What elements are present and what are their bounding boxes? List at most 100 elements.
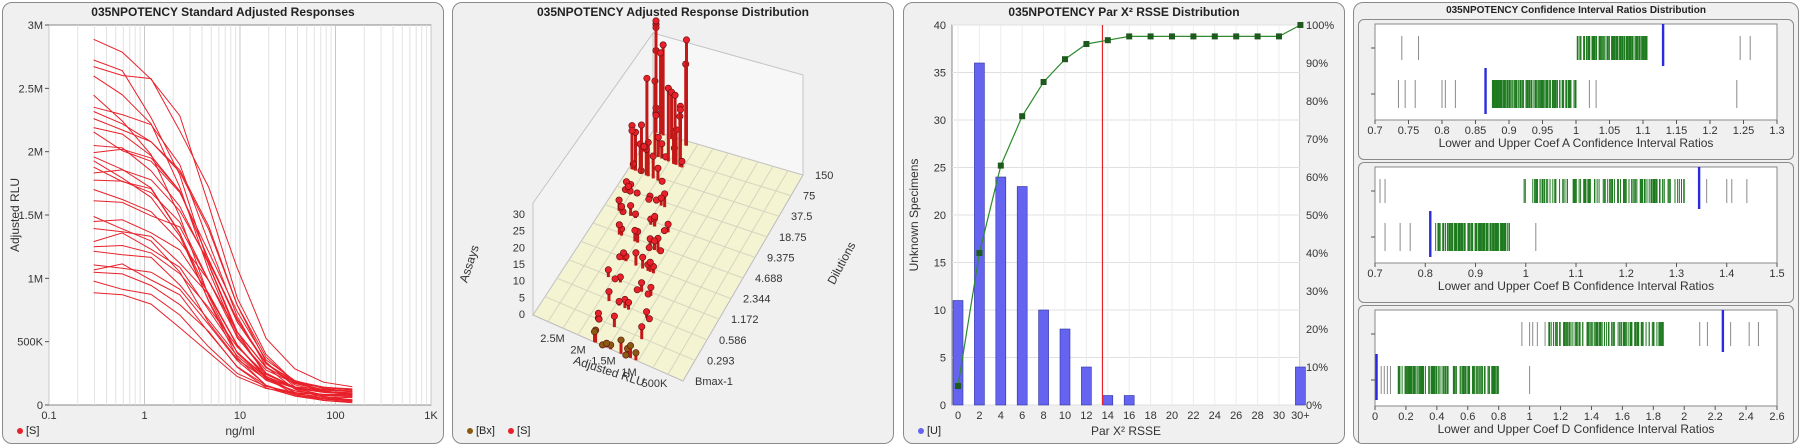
x-tick-label: 10 [1059, 410, 1071, 422]
x-tick-label: 22 [1187, 410, 1199, 422]
x-tick-label: 0 [955, 410, 961, 422]
series-line [93, 75, 353, 390]
data-point [605, 288, 613, 296]
y-tick-label: 1.5M [19, 210, 43, 222]
data-point [617, 336, 625, 344]
bar [1038, 309, 1049, 406]
y2-tick-label: 10% [1306, 362, 1328, 374]
strip-chart-a: 0.7 0.75 0.8 0.85 0.9 0.95 1 1.05 1.1 1.15 1.2 1.25… [1358, 19, 1794, 160]
y2-tick-label: 40% [1306, 248, 1328, 260]
x-tick-label: 0.8 [1418, 268, 1433, 280]
x-tick-label: 0.85 [1465, 125, 1486, 137]
y-tick-label: 25 [934, 163, 946, 175]
y-tick-label: 1M [28, 273, 43, 285]
x-tick-label: 1 [141, 410, 147, 422]
data-stem [633, 230, 637, 242]
data-point [633, 286, 641, 294]
x-tick-label: 1.5M [591, 356, 615, 368]
z-axis-label: Assays [457, 243, 482, 284]
legend-item: [U] [918, 425, 941, 437]
floor-gridline [622, 157, 744, 355]
x-tick-label: 8 [1041, 410, 1047, 422]
y-tick-label: 2.5M [19, 83, 43, 95]
cumulative-point [1233, 33, 1240, 40]
data-point [627, 202, 635, 210]
data-point [646, 258, 654, 266]
x-tick-label: 0.8 [1434, 125, 1449, 137]
floor-gridline [667, 170, 789, 375]
data-stem [648, 262, 652, 272]
x-tick-label: 0 [1372, 411, 1378, 423]
x-tick-label: 0.95 [1532, 125, 1553, 137]
y2-tick-label: 60% [1306, 172, 1328, 184]
data-point [611, 275, 619, 283]
cumulative-point [1297, 22, 1304, 28]
series-line [93, 66, 353, 388]
series-line [93, 38, 353, 396]
y-tick-label: 2.344 [743, 294, 771, 306]
y-tick-label: 20 [934, 210, 946, 222]
bar-chart: 05101520253035400%10%20%30%40%50%60%70%8… [907, 20, 1334, 438]
y-axis-label: Adjusted RLU [8, 178, 22, 252]
y-tick-label: 30 [934, 115, 946, 127]
data-point [603, 339, 611, 347]
data-stem [607, 291, 611, 302]
y-tick-label: 37.5 [791, 211, 812, 223]
legend: [S] [17, 425, 49, 437]
bar [1059, 328, 1071, 406]
y-tick-label: 150 [815, 170, 833, 182]
data-stem [678, 109, 682, 144]
y2-tick-label: 100% [1306, 20, 1334, 32]
x-tick-label: 0.8 [1491, 411, 1506, 423]
panel-response-distribution: 035NPOTENCY Adjusted Response Distributi… [452, 2, 894, 444]
y-tick-label: 40 [934, 20, 946, 32]
y2-tick-label: 0% [1306, 400, 1322, 412]
bar [1295, 366, 1306, 406]
data-point [631, 226, 639, 234]
bar [974, 62, 985, 406]
x-tick-label: 1.4 [1584, 411, 1599, 423]
cumulative-point [1190, 33, 1197, 40]
x-tick-label: 0.9 [1501, 125, 1516, 137]
x-tick-label: 0.2 [1398, 411, 1413, 423]
scatter3d-chart: Bmax-1 0.293 0.586 1.172 2.344 4.688 9.375 18.7… [457, 17, 858, 390]
data-stem [630, 130, 634, 170]
z-tick-label: 20 [513, 242, 525, 254]
cumulative-point [1254, 33, 1261, 40]
cumulative-point [1169, 33, 1175, 40]
bar [1081, 366, 1092, 406]
data-point [628, 127, 636, 135]
y-tick-label: 0 [37, 400, 43, 412]
x-tick-label: 1.2 [1553, 411, 1568, 423]
x-tick-label: 16 [1123, 410, 1135, 422]
data-point [678, 157, 686, 165]
x-tick-label: 1K [424, 410, 438, 422]
cumulative-point [1104, 37, 1111, 44]
bar [1102, 395, 1114, 406]
chart-title: 035NPOTENCY Adjusted Response Distributi… [536, 5, 810, 19]
x-tick-label: 1.5 [1769, 268, 1784, 280]
bar [1123, 395, 1135, 406]
x-tick-label: 1.25 [1733, 125, 1754, 137]
y-tick-label: 500K [17, 337, 43, 349]
legend: [U] [918, 425, 951, 437]
x-tick-label: 1 [1523, 268, 1529, 280]
data-stem [653, 240, 657, 251]
cumulative-point [1276, 33, 1282, 40]
panel-rsse-distribution: 035NPOTENCY Par X² RSSE Distribution 0 5 1… [903, 2, 1345, 444]
x-tick-label: 0.7 [1367, 125, 1382, 137]
data-stem [648, 238, 652, 249]
data-point [632, 249, 640, 257]
data-point [654, 164, 662, 172]
data-stem [663, 193, 667, 208]
legend-label: [Bx] [476, 425, 495, 437]
series-line [93, 59, 353, 395]
data-stem [629, 345, 633, 358]
panel-confidence-ratios: 035NPOTENCY Confidence Interval Ratios D… [1353, 2, 1799, 444]
y-tick-label: 9.375 [767, 252, 795, 264]
data-point [645, 195, 653, 203]
x-tick-label: 1.1 [1635, 125, 1650, 137]
data-stem [670, 92, 674, 140]
data-point [654, 133, 662, 141]
data-point [620, 249, 628, 257]
